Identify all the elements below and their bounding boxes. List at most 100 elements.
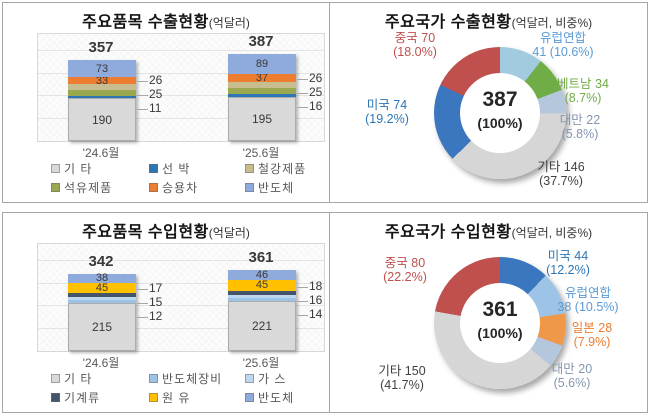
- bar-segment: 33: [68, 74, 136, 87]
- bar-column: 215 45 38: [68, 272, 136, 351]
- donut-slice-label-line: (41.7%): [380, 378, 424, 392]
- leader-line: [297, 286, 308, 288]
- panel-export-countries: 주요국가 수출현황(억달러, 비중%) 387 (100%) 유럽연합 41 (10.…: [330, 3, 647, 202]
- export-countries-donut-chart: 387 (100%) 유럽연합 41 (10.6%) 베트남 34 (8.7%) 대만 22…: [330, 3, 647, 202]
- bar-segment: 221: [228, 301, 296, 351]
- bar-value-label: 89: [255, 57, 269, 70]
- callout-label: 25: [309, 84, 323, 99]
- bar-segment: [68, 296, 136, 300]
- gridline: [38, 260, 324, 261]
- bar-segment: 190: [68, 98, 136, 141]
- bar-value-label: 33: [95, 74, 109, 87]
- x-axis-label: '24.6월: [82, 356, 120, 370]
- import-items-bar-chart: 215 45 38 221 45 46 342 17 15 12'24.6월 361 18 16 14'2…: [3, 213, 329, 412]
- donut-slice-label-line: 41 (10.6%): [532, 45, 594, 59]
- panel-import-countries: 주요국가 수입현황(억달러, 비중%) 361 (100%) 미국 44 (12.2%…: [330, 213, 647, 412]
- callout-label: 15: [149, 294, 163, 309]
- leader-line: [137, 95, 148, 97]
- donut-slice-label-line: (5.6%): [553, 376, 591, 390]
- callout-label: 25: [149, 87, 163, 102]
- bar-value-label: 195: [251, 112, 273, 127]
- legend-swatch: [245, 183, 254, 192]
- bar-segment: [68, 299, 136, 303]
- leader-line: [297, 300, 308, 302]
- bar-segment: 195: [228, 97, 296, 141]
- gridline: [38, 305, 324, 306]
- legend-label: 기 타: [64, 162, 93, 176]
- legend-label: 기계류: [64, 391, 101, 405]
- bar-value-label: 46: [255, 269, 269, 282]
- bar-segment: [68, 84, 136, 91]
- donut-center-value: 387: [482, 88, 518, 111]
- plot-area: 215 45 38 221 45 46: [37, 243, 325, 352]
- legend-label: 가 스: [258, 372, 287, 386]
- bar-segment: [68, 90, 136, 96]
- bar-value-label: 215: [91, 319, 113, 334]
- bar-value-label: 45: [255, 279, 269, 292]
- legend-item: 가 스: [245, 370, 286, 387]
- legend-label: 선 박: [162, 162, 191, 176]
- callout-label: 26: [309, 70, 323, 85]
- bar-segment: [228, 290, 296, 295]
- legend-swatch: [149, 374, 158, 383]
- donut-slice-label-line: (5.8%): [561, 127, 599, 141]
- callout-label: 26: [149, 73, 163, 88]
- legend-swatch: [149, 183, 158, 192]
- legend-swatch: [245, 164, 254, 173]
- bar-segment: [228, 298, 296, 302]
- export-items-unit-text: (억달러): [208, 16, 250, 30]
- donut-slice-label-line: 기타 150: [378, 364, 426, 378]
- donut-hole: [460, 73, 540, 153]
- legend-label: 철강제품: [258, 162, 307, 176]
- bar-segment: 46: [228, 269, 296, 282]
- legend-swatch: [51, 183, 60, 192]
- import-items-unit-text: (억달러): [208, 226, 250, 240]
- donut-slice-label-line: 베트남 34: [557, 77, 609, 91]
- bar-total-label: 361: [248, 249, 274, 266]
- bar-segment: 38: [68, 272, 136, 285]
- export-countries-title: 주요국가 수출현황(억달러, 비중%): [330, 8, 647, 32]
- legend-item: 기 타: [51, 370, 92, 387]
- bar-column: 221 45 46: [228, 270, 296, 351]
- donut-hole: [460, 283, 540, 363]
- gridline: [38, 117, 324, 119]
- legend-label: 반도체: [258, 181, 295, 195]
- bar-segment: [68, 95, 136, 99]
- legend-item: 철강제품: [245, 160, 306, 177]
- bar-value-label: 37: [255, 71, 269, 84]
- bar-total-label: 357: [88, 39, 114, 57]
- legend-swatch: [51, 393, 60, 402]
- donut-slice-label-line: (8.7%): [564, 91, 602, 105]
- bar-column: 190 33 73: [68, 60, 136, 141]
- bar-segment: 73: [68, 60, 136, 77]
- legend-label: 반도체장비: [162, 372, 223, 386]
- bar-column: 195 37 89: [228, 53, 296, 141]
- donut-slice-label: 일본 28 (7.9%): [527, 321, 650, 349]
- leader-line: [137, 109, 148, 111]
- donut-slice-label-line: 미국 44: [547, 249, 589, 263]
- legend-item: 선 박: [149, 160, 190, 177]
- donut-slice-label: 미국 44 (12.2%): [503, 249, 633, 277]
- leader-line: [137, 302, 148, 304]
- donut-slice-label: 미국 74 (19.2%): [322, 98, 452, 126]
- import-items-title: 주요품목 수입현황(억달러): [3, 218, 329, 242]
- bar-segment: 45: [68, 281, 136, 294]
- legend-item: 기계류: [51, 389, 100, 406]
- donut-slice-label-line: 38 (10.5%): [557, 300, 619, 314]
- export-countries-title-text: 주요국가 수출현황: [384, 14, 512, 31]
- donut-slice-label: 대만 20 (5.6%): [507, 362, 637, 390]
- leader-line: [297, 106, 308, 108]
- bar-value-label: 38: [95, 272, 109, 285]
- donut-slice-label: 베트남 34 (8.7%): [518, 77, 648, 105]
- leader-line: [137, 316, 148, 318]
- legend-swatch: [149, 393, 158, 402]
- bar-value-label: 45: [95, 281, 109, 294]
- donut-center-value: 361: [482, 298, 518, 321]
- donut-slice-label-line: 대만 22: [559, 113, 601, 127]
- donut-slice-label-line: (18.0%): [393, 45, 437, 59]
- donut-slice-label: 유럽연합 38 (10.5%): [523, 286, 650, 314]
- bar-segment: 215: [68, 302, 136, 351]
- donut-center-pct: (100%): [477, 115, 523, 131]
- gridline: [38, 50, 324, 51]
- legend-swatch: [245, 393, 254, 402]
